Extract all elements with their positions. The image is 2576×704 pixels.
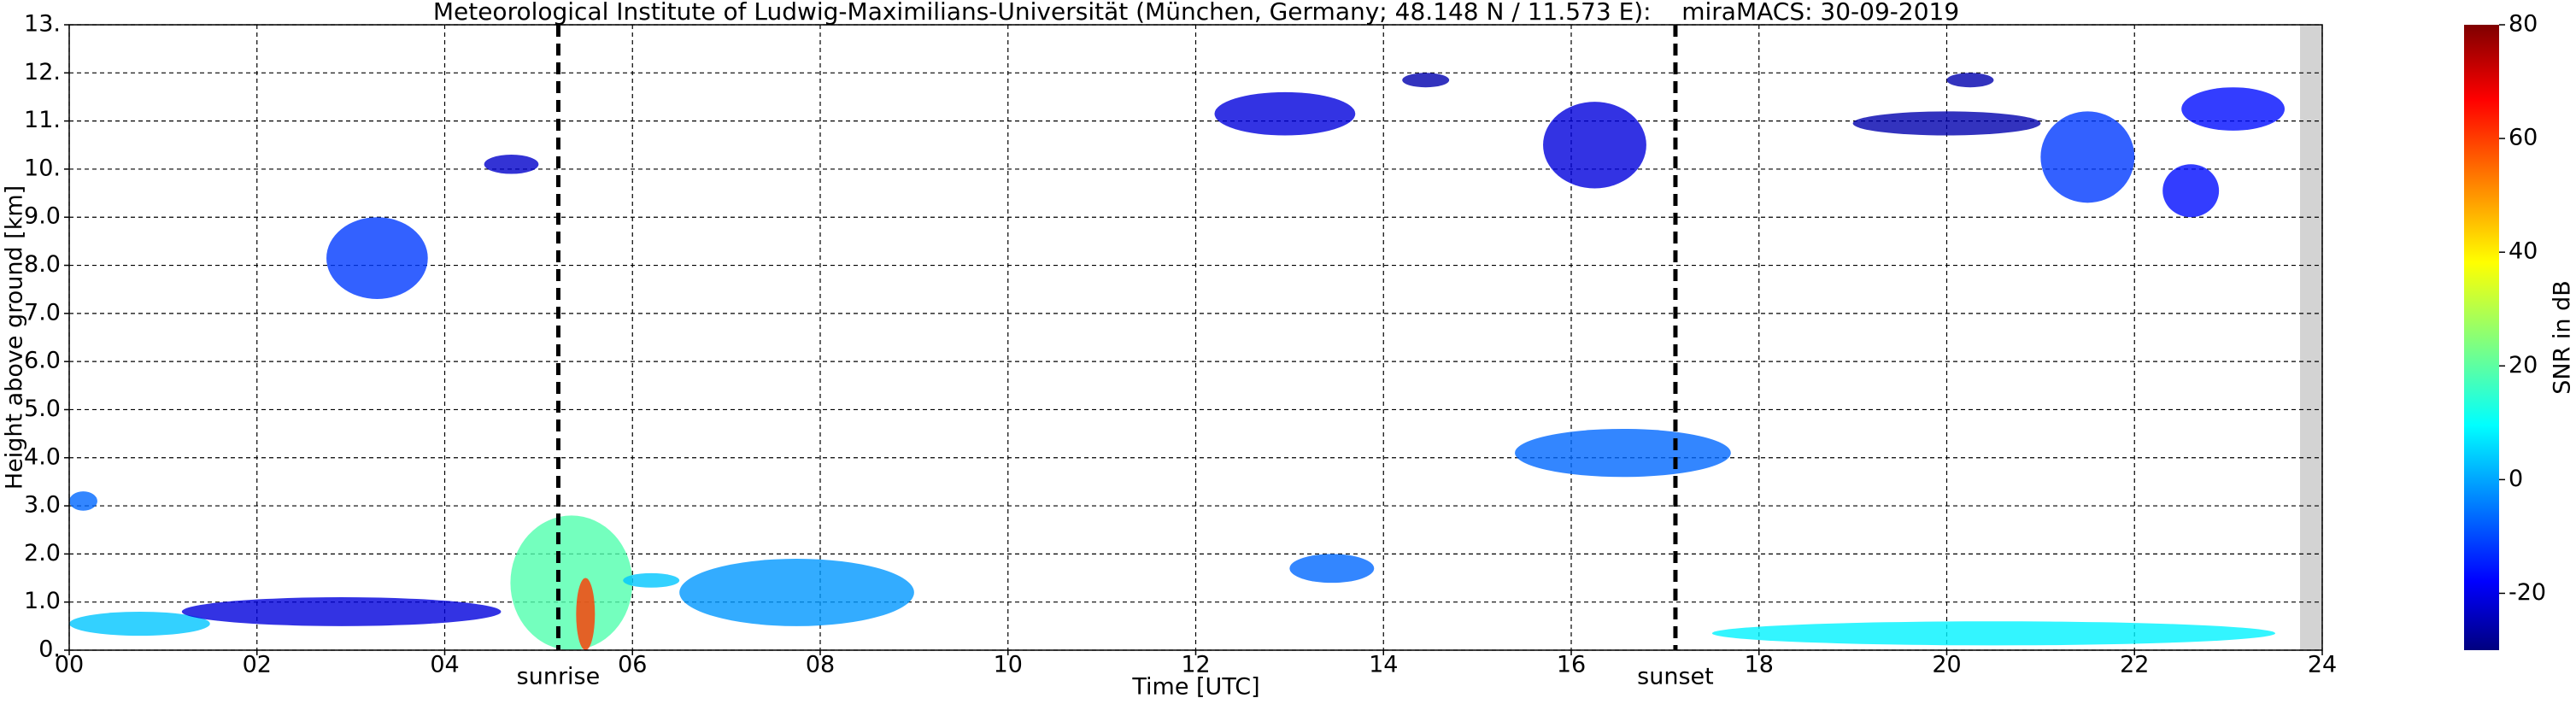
y-tick-label: 1.0 — [24, 588, 61, 614]
echo — [1852, 111, 2041, 136]
marker-label: sunset — [1637, 664, 1714, 690]
colorbar-tick-label: 20 — [2509, 352, 2538, 378]
echo — [576, 578, 596, 650]
echo — [1543, 102, 1646, 189]
x-tick-label: 00 — [55, 652, 84, 678]
echo — [1946, 73, 1994, 88]
y-tick-label: 9.0 — [24, 203, 61, 230]
echo — [181, 597, 502, 626]
x-tick-label: 22 — [2120, 652, 2149, 678]
y-tick-label: 2.0 — [24, 540, 61, 566]
echo — [1402, 73, 1450, 88]
echo — [623, 572, 680, 588]
colorbar-tick-label: 80 — [2509, 11, 2538, 38]
x-tick-label: 20 — [1932, 652, 1961, 678]
x-tick-label: 18 — [1745, 652, 1774, 678]
echo — [679, 559, 914, 626]
x-tick-label: 06 — [618, 652, 647, 678]
x-axis-label: Time [UTC] — [1131, 674, 1259, 701]
y-tick-label: 11. — [24, 107, 61, 133]
plot-area — [68, 24, 2323, 651]
y-tick-label: 6.0 — [24, 348, 61, 374]
echo — [2162, 164, 2220, 218]
y-tick-label: 0. — [38, 637, 61, 663]
echo — [1711, 621, 2276, 646]
colorbar-tick-label: 0 — [2509, 466, 2523, 492]
colorbar-tick-label: 40 — [2509, 238, 2538, 265]
y-tick-label: 3.0 — [24, 492, 61, 519]
echo — [484, 155, 539, 174]
echo — [1214, 91, 1356, 136]
echo — [69, 611, 210, 637]
x-tick-label: 10 — [994, 652, 1023, 678]
y-tick-label: 12. — [24, 59, 61, 85]
x-tick-label: 14 — [1369, 652, 1398, 678]
colorbar — [2464, 25, 2499, 650]
colorbar-label: SNR in dB — [2550, 280, 2576, 395]
y-tick-label: 7.0 — [24, 299, 61, 326]
echo — [1515, 428, 1731, 478]
x-tick-label: 12 — [1181, 652, 1210, 678]
echo — [69, 491, 97, 511]
x-tick-label: 04 — [430, 652, 459, 678]
x-tick-label: 24 — [2308, 652, 2337, 678]
no-data-region — [2300, 25, 2322, 650]
colorbar-tick-label: 60 — [2509, 125, 2538, 151]
y-axis-label: Height above ground [km] — [2, 185, 28, 490]
echo — [326, 217, 428, 299]
x-tick-label: 08 — [806, 652, 835, 678]
echo — [2181, 87, 2286, 131]
y-tick-label: 8.0 — [24, 251, 61, 278]
echo — [1289, 554, 1375, 584]
y-tick-label: 13. — [24, 11, 61, 38]
echo — [2040, 111, 2135, 203]
y-tick-label: 5.0 — [24, 396, 61, 422]
y-tick-label: 10. — [24, 155, 61, 181]
colorbar-tick-label: -20 — [2509, 579, 2546, 606]
x-tick-label: 02 — [243, 652, 272, 678]
x-tick-label: 16 — [1557, 652, 1586, 678]
echo — [510, 515, 633, 651]
y-tick-label: 4.0 — [24, 443, 61, 470]
marker-label: sunrise — [517, 664, 601, 690]
chart-title: Meteorological Institute of Ludwig-Maxim… — [433, 0, 1959, 26]
